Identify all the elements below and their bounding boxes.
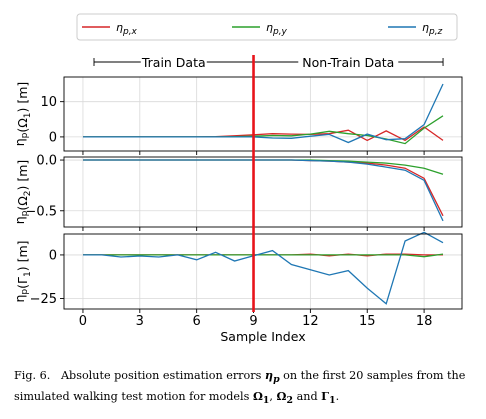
legend: ηp,x ηp,y ηp,z bbox=[76, 13, 458, 41]
subplot-2: 0.0 −0.5ηp(Ω2) [m] bbox=[12, 154, 463, 231]
y-axis-label: ηp(Ω2) [m] bbox=[12, 160, 33, 225]
series-line bbox=[83, 126, 444, 142]
caption-model-3: Γ1 bbox=[321, 389, 336, 407]
axes-frame bbox=[63, 76, 463, 152]
legend-frame bbox=[76, 13, 458, 41]
caption-text-2: on the first 20 samples from the simulat… bbox=[14, 369, 466, 404]
series-line bbox=[83, 159, 444, 222]
figure: ηp,x ηp,y ηp,z Train Data Non-Train Data 0 10 η… bbox=[12, 13, 463, 344]
caption-and: and bbox=[296, 390, 318, 404]
legend-label: ηp,x bbox=[116, 21, 138, 37]
y-tick-label: 10 bbox=[40, 95, 57, 110]
non-train-data-label: Non-Train Data bbox=[302, 55, 394, 70]
caption-symbol-sub: p bbox=[273, 374, 280, 386]
y-axis-label: ηp(Γ1) [m] bbox=[12, 240, 33, 302]
data-split-annotation: Train Data Non-Train Data bbox=[93, 54, 444, 70]
x-tick-label: 9 bbox=[249, 314, 257, 329]
y-tick-label: 0 bbox=[49, 130, 57, 145]
y-tick-label: −0.5 bbox=[25, 204, 57, 219]
label-bg bbox=[298, 54, 399, 70]
caption-model-2: Ω2 bbox=[276, 389, 293, 407]
x-tick-label: 15 bbox=[359, 314, 376, 329]
figure-caption: Fig. 6. Absolute position estimation err… bbox=[14, 368, 466, 407]
subplot-1: 0 10 ηp(Ω1) [m] bbox=[12, 76, 463, 155]
series-line bbox=[83, 253, 444, 258]
y-axis-label: ηp(Ω1) [m] bbox=[12, 82, 33, 147]
caption-prefix: Fig. 6. bbox=[14, 369, 51, 382]
train-data-label: Train Data bbox=[141, 55, 206, 70]
x-tick-label: 0 bbox=[79, 314, 87, 329]
x-axis-label: Sample Index bbox=[220, 329, 305, 344]
y-tick-label: −25 bbox=[30, 292, 57, 307]
axes-frame bbox=[63, 156, 463, 228]
y-tick-label: 0.0 bbox=[36, 154, 57, 169]
series-line bbox=[83, 83, 444, 144]
caption-symbol: η bbox=[264, 368, 274, 382]
series-line bbox=[83, 159, 444, 217]
x-tick-label: 18 bbox=[416, 314, 433, 329]
series-line bbox=[83, 231, 444, 305]
x-tick-label: 6 bbox=[193, 314, 201, 329]
y-tick-label: 0 bbox=[49, 248, 57, 263]
axes-frame bbox=[63, 233, 463, 310]
legend-label: ηp,z bbox=[422, 21, 443, 37]
legend-label: ηp,y bbox=[266, 21, 288, 37]
caption-text-1: Absolute position estimation errors bbox=[60, 369, 262, 382]
x-tick-label: 12 bbox=[302, 314, 319, 329]
x-tick-label: 3 bbox=[136, 314, 144, 329]
label-bg bbox=[140, 54, 207, 70]
caption-model-1: Ω1 bbox=[252, 389, 270, 407]
